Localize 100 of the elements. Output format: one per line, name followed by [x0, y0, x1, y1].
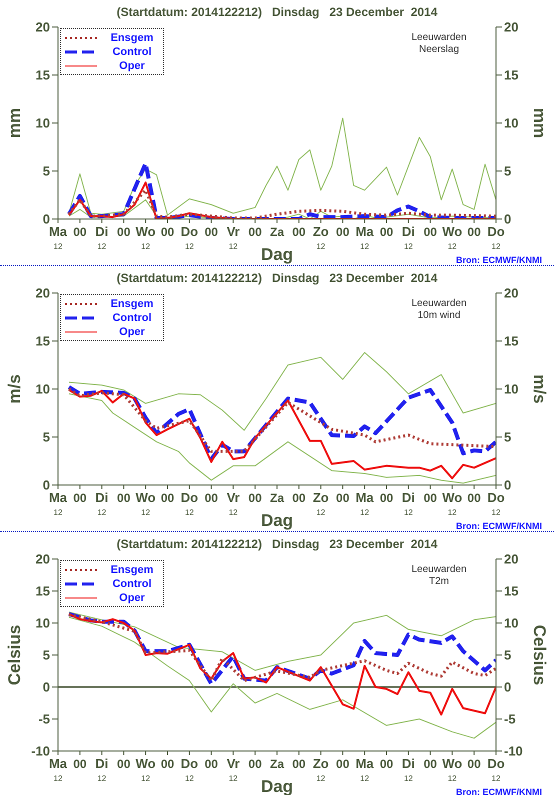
x-tick-label: Za — [270, 757, 284, 771]
x-tick-label: 00 — [292, 225, 306, 239]
x-tick-label: 00 — [204, 491, 218, 505]
y-tick-label: 15 — [36, 68, 50, 83]
text: Bron: ECMWF/KNMI — [456, 255, 542, 265]
x-tick-label: 00 — [73, 491, 87, 505]
x-tick-label: 00 — [117, 225, 131, 239]
y-tick-label: -10 — [31, 744, 50, 759]
x-tick-label: 00 — [467, 225, 482, 239]
x-tick-label: Zo 12 — [312, 224, 329, 251]
legend-label: Control — [111, 312, 153, 324]
x-tick-label: Di 12 — [402, 224, 415, 251]
x-tick-label: 00 — [336, 757, 350, 771]
x-tick-label: 00 — [160, 491, 174, 505]
text: Bron: ECMWF/KNMI — [456, 521, 542, 531]
y2-tick-label: 10 — [504, 116, 518, 131]
x-tick-label: 00 — [160, 757, 174, 771]
x-tick-label: 00 — [336, 225, 350, 239]
y-tick-label: 20 — [36, 20, 50, 35]
x-tick-label: Wo 12 — [136, 490, 156, 517]
y2-tick-label: -10 — [504, 744, 523, 759]
line-series — [68, 352, 496, 431]
y-axis-title: Celsius — [5, 624, 24, 686]
x-tick-label: 00 — [380, 225, 394, 239]
chart-title: (Startdatum: 2014122212) Dinsdag 23 December 2014 — [116, 5, 438, 19]
y-tick-label: 5 — [42, 648, 50, 663]
x-tick-label: Ma 12 — [356, 490, 374, 517]
y-tick-label: 10 — [36, 616, 50, 631]
legend-label: Ensgem — [110, 298, 154, 310]
y-tick-label: 0 — [42, 212, 50, 227]
x-tick-label: Wo 12 — [442, 224, 462, 251]
x-tick-label: 00 — [336, 491, 350, 505]
x-tick-label: 00 — [380, 757, 394, 771]
x-tick-label: 00 — [424, 757, 438, 771]
x-tick-label: 00 — [467, 491, 482, 505]
x-tick-label: Do 12 — [180, 224, 198, 251]
y2-tick-label: 10 — [504, 382, 518, 397]
y-tick-label: 10 — [36, 116, 50, 131]
y2-tick-label: 5 — [504, 164, 512, 179]
legend-label: Oper — [118, 592, 146, 604]
x-tick-label: Ma 12 — [356, 756, 374, 783]
x-tick-label: 00 — [248, 225, 262, 239]
x-axis-title: Dag — [260, 245, 294, 264]
x-tick-label: Di 12 — [402, 756, 415, 783]
x-tick-label: Za — [270, 491, 284, 505]
y-tick-label: 20 — [36, 552, 50, 567]
x-tick-label: Wo 12 — [136, 756, 156, 783]
y-tick-label: 5 — [42, 430, 50, 445]
y2-tick-label: 10 — [504, 616, 518, 631]
x-tick-label: Wo 12 — [442, 490, 462, 517]
y2-tick-label: 15 — [504, 68, 518, 83]
x-tick-label: 00 — [467, 757, 482, 771]
chart-title: (Startdatum: 2014122212) Dinsdag 23 December 2014 — [116, 537, 438, 551]
y2-tick-label: 20 — [504, 552, 518, 567]
x-tick-label: Do 12 — [180, 756, 198, 783]
y2-axis-title: m/s — [530, 374, 549, 404]
y-axis-title: m/s — [5, 374, 24, 404]
x-tick-label: Di 12 — [95, 756, 108, 783]
x-tick-label: Do 12 — [487, 756, 505, 783]
legend-label: Oper — [118, 326, 146, 338]
y-tick-label: 20 — [36, 286, 50, 301]
chart-title: (Startdatum: 2014122212) Dinsdag 23 December 2014 — [116, 271, 438, 285]
y-tick-label: 15 — [36, 584, 50, 599]
y-tick-label: 5 — [42, 164, 50, 179]
y-tick-label: 15 — [36, 334, 50, 349]
x-tick-label: 00 — [248, 491, 262, 505]
y2-axis-title: mm — [530, 108, 549, 138]
annotation: Leeuwarden T2m — [410, 564, 468, 588]
x-tick-label: Vr 12 — [226, 756, 240, 783]
x-tick-label: Di 12 — [95, 224, 108, 251]
x-tick-label: 00 — [292, 757, 306, 771]
x-tick-label: Ma 12 — [48, 224, 68, 251]
line-series — [68, 616, 496, 739]
legend-label: Oper — [118, 60, 146, 72]
x-tick-label: Za — [270, 225, 284, 239]
annotation: Leeuwarden Neerslag — [410, 32, 468, 56]
x-tick-label: Zo 12 — [312, 756, 329, 783]
x-tick-label: Ma 12 — [356, 224, 374, 251]
x-tick-label: Wo 12 — [136, 224, 156, 251]
x-tick-label: Do 12 — [180, 490, 198, 517]
x-tick-label: Do 12 — [487, 224, 505, 251]
x-tick-label: 00 — [248, 757, 262, 771]
x-tick-label: Vr 12 — [226, 490, 240, 517]
y2-tick-label: 5 — [504, 430, 512, 445]
y-tick-label: -5 — [38, 712, 50, 727]
x-tick-label: 00 — [73, 757, 87, 771]
x-tick-label: Di 12 — [95, 490, 108, 517]
y2-tick-label: 20 — [504, 286, 518, 301]
x-tick-label: Di 12 — [402, 490, 415, 517]
x-tick-label: 00 — [292, 491, 306, 505]
y-tick-label: 0 — [42, 478, 50, 493]
x-tick-label: Do 12 — [487, 490, 505, 517]
line-series — [68, 118, 496, 216]
x-tick-label: 00 — [204, 757, 218, 771]
y2-tick-label: 0 — [504, 212, 512, 227]
legend-label: Control — [111, 46, 153, 58]
y2-tick-label: 20 — [504, 20, 518, 35]
y2-tick-label: 0 — [504, 478, 512, 493]
y2-axis-title: Celsius — [530, 624, 549, 686]
line-series — [68, 613, 496, 716]
